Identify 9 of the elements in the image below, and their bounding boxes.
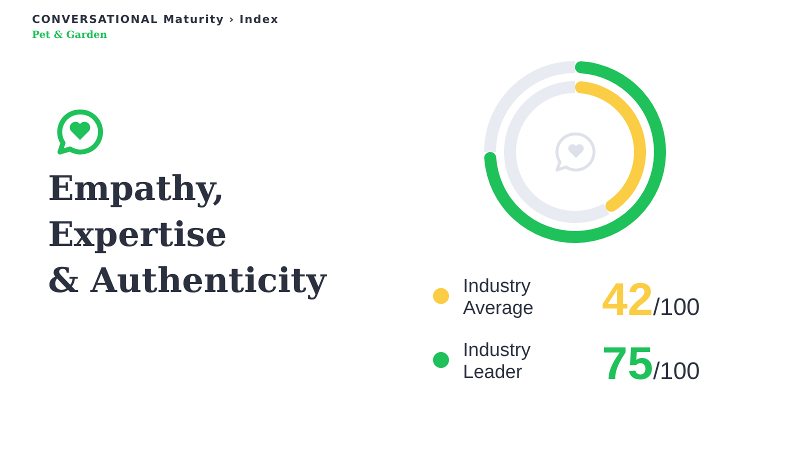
data-label: 75/100 bbox=[602, 337, 700, 389]
legend-label: Industry Leader bbox=[463, 340, 532, 383]
text: Pet & Garden bbox=[32, 30, 108, 41]
text: CONVERSATIONAL Maturity › Index bbox=[32, 13, 279, 26]
legend-label: Industry Average bbox=[463, 276, 534, 319]
donut-slice bbox=[484, 61, 666, 243]
donut-slice bbox=[484, 61, 575, 152]
data-label: 42/100 bbox=[602, 273, 700, 325]
text: Empathy, Expertise & Authenticity bbox=[48, 169, 328, 301]
